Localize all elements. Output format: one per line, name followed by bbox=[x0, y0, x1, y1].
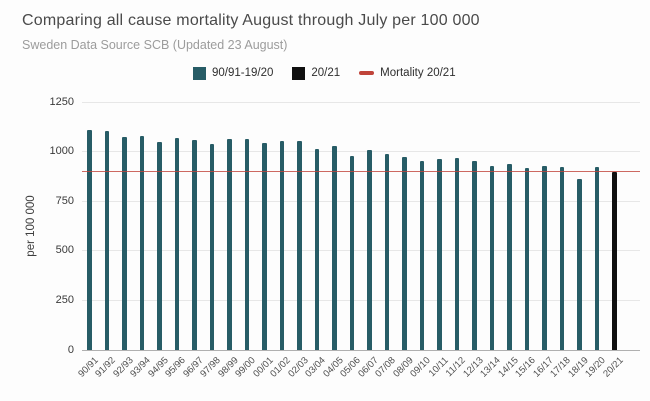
bar-98-99 bbox=[227, 139, 232, 350]
legend-item-20-21: 20/21 bbox=[292, 66, 341, 80]
bar-97-98 bbox=[209, 143, 215, 350]
y-tick-label-250: 250 bbox=[55, 293, 74, 306]
bar-20-21 bbox=[612, 171, 617, 350]
bar-09-10 bbox=[419, 160, 425, 350]
bar-95-96 bbox=[174, 137, 180, 350]
bar-00-01 bbox=[262, 143, 267, 350]
bar-17-18 bbox=[559, 166, 565, 350]
x-axis-line bbox=[82, 349, 640, 351]
y-tick-label-500: 500 bbox=[55, 244, 74, 257]
gridline-250 bbox=[82, 299, 640, 301]
y-tick-label-0: 0 bbox=[67, 343, 74, 356]
legend-square-icon bbox=[292, 66, 306, 80]
bar-15-16 bbox=[524, 168, 530, 350]
bar-12-13 bbox=[472, 160, 477, 350]
bar-02-03 bbox=[297, 141, 302, 350]
bar-99-00 bbox=[244, 138, 250, 350]
bar-03-04 bbox=[314, 149, 320, 350]
y-tick-label-1250: 1250 bbox=[49, 95, 74, 108]
legend-label: 20/21 bbox=[311, 67, 341, 79]
legend-line-icon bbox=[359, 71, 375, 75]
legend-square-icon bbox=[193, 66, 206, 80]
bar-05-06 bbox=[349, 155, 355, 350]
mortality-reference-line bbox=[82, 170, 640, 173]
gridline-1000 bbox=[82, 151, 640, 153]
bar-94-95 bbox=[157, 142, 162, 350]
bar-91-92 bbox=[104, 131, 110, 350]
gridline-1250 bbox=[82, 101, 640, 103]
bar-08-09 bbox=[402, 156, 407, 350]
bar-04-05 bbox=[332, 146, 337, 350]
y-tick-label-750: 750 bbox=[55, 194, 74, 207]
plot-area: 0 250 500 750 1000 1250 90/91 91/92 92/93 93/94 94… bbox=[50, 96, 640, 380]
legend-item-90-91-19-20: 90/91-19/20 bbox=[193, 66, 274, 80]
chart-title: Comparing all cause mortality August thr… bbox=[22, 12, 480, 29]
bar-10-11 bbox=[437, 159, 442, 350]
bar-14-15 bbox=[507, 163, 512, 350]
bar-11-12 bbox=[454, 157, 460, 350]
bar-93-94 bbox=[139, 135, 145, 350]
legend-item-mortality-20-21: Mortality 20/21 bbox=[359, 67, 456, 79]
bar-19-20 bbox=[594, 166, 600, 350]
legend-label: Mortality 20/21 bbox=[380, 67, 456, 79]
legend-label: 90/91-19/20 bbox=[212, 67, 274, 79]
bar-90-91 bbox=[87, 130, 92, 350]
gridline-750 bbox=[82, 200, 640, 202]
bar-18-19 bbox=[577, 178, 582, 350]
chart-subtitle: Sweden Data Source SCB (Updated 23 Augus… bbox=[22, 38, 288, 52]
bar-92-93 bbox=[122, 136, 127, 350]
gridline-500 bbox=[82, 250, 640, 252]
bar-06-07 bbox=[367, 149, 372, 350]
bar-16-17 bbox=[542, 165, 547, 350]
chart-legend: 90/91-19/20 20/21 Mortality 20/21 bbox=[193, 65, 456, 81]
bar-13-14 bbox=[489, 165, 495, 350]
bar-07-08 bbox=[384, 153, 390, 350]
bar-96-97 bbox=[192, 140, 197, 350]
y-tick-label-1000: 1000 bbox=[49, 145, 74, 158]
bar-01-02 bbox=[279, 141, 285, 350]
